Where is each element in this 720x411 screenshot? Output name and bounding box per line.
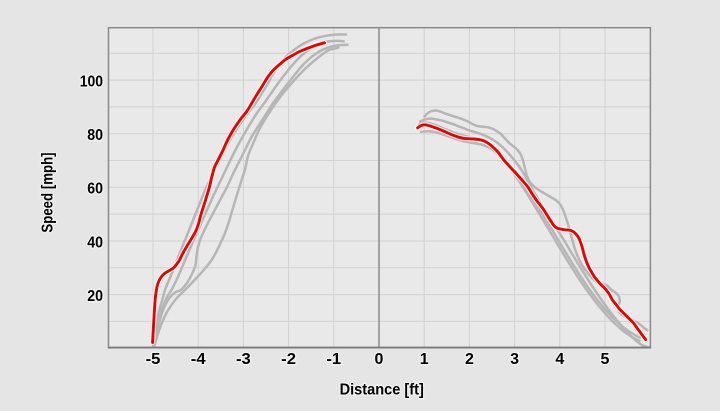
svg-text:100: 100 [80, 74, 103, 91]
svg-text:60: 60 [87, 181, 103, 198]
svg-text:5: 5 [601, 351, 610, 368]
svg-text:1: 1 [420, 351, 429, 368]
svg-text:3: 3 [510, 351, 519, 368]
svg-text:-2: -2 [281, 351, 296, 368]
svg-text:Distance [ft]: Distance [ft] [340, 381, 424, 398]
svg-text:40: 40 [87, 234, 103, 251]
svg-text:-3: -3 [236, 351, 251, 368]
svg-text:-4: -4 [191, 351, 206, 368]
svg-text:80: 80 [87, 127, 103, 144]
svg-text:-1: -1 [326, 351, 341, 368]
svg-text:20: 20 [87, 288, 103, 305]
svg-text:-5: -5 [146, 351, 161, 368]
svg-text:4: 4 [555, 351, 564, 368]
svg-text:Speed [mph]: Speed [mph] [39, 152, 56, 232]
svg-text:2: 2 [465, 351, 474, 368]
svg-text:0: 0 [375, 351, 384, 368]
